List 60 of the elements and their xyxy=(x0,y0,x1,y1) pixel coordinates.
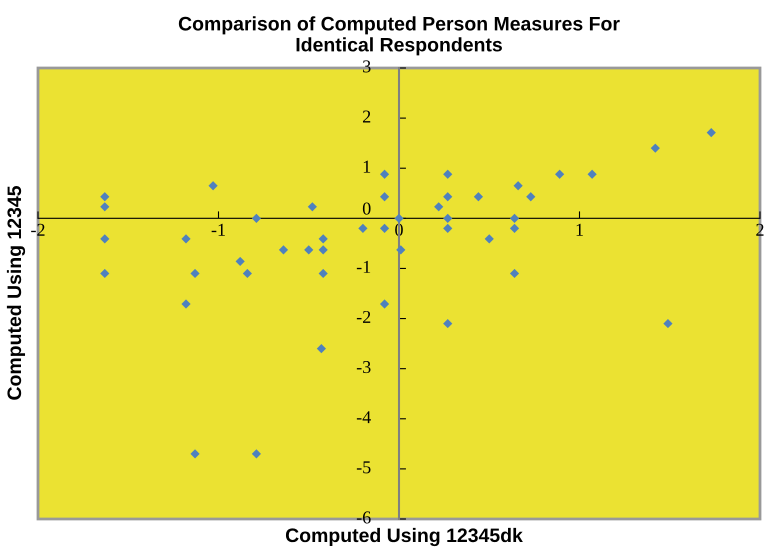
y-tick-label: -1 xyxy=(356,260,370,273)
point xyxy=(650,144,660,153)
point xyxy=(443,318,452,328)
point xyxy=(526,192,536,202)
point xyxy=(100,192,110,202)
point xyxy=(555,170,564,179)
point xyxy=(510,224,520,233)
point xyxy=(514,181,523,190)
point xyxy=(663,318,673,328)
x-tick-label: -2 xyxy=(31,224,45,236)
point xyxy=(100,202,110,212)
point xyxy=(304,245,314,255)
y-tick-label: -2 xyxy=(356,310,370,323)
x-tick-label: -1 xyxy=(212,224,225,236)
point xyxy=(242,268,252,278)
y-axis-title: Computed Using 12345 xyxy=(6,186,26,400)
y-tick-label: -4 xyxy=(356,411,371,424)
y-tick-label: 1 xyxy=(364,160,370,173)
point xyxy=(434,202,444,212)
point xyxy=(318,245,328,255)
point xyxy=(181,234,191,244)
point xyxy=(308,202,317,212)
point xyxy=(252,214,262,223)
point xyxy=(510,268,520,278)
point xyxy=(236,256,245,266)
point xyxy=(318,234,328,244)
y-tick-label: 0 xyxy=(362,202,371,215)
point xyxy=(252,449,262,458)
point xyxy=(380,192,390,202)
point xyxy=(510,214,520,223)
y-tick-label: 2 xyxy=(362,110,370,122)
x-tick-label: 2 xyxy=(756,224,764,236)
point xyxy=(443,224,452,233)
point xyxy=(208,181,218,190)
point xyxy=(706,128,716,138)
point xyxy=(443,192,452,202)
point xyxy=(380,170,390,179)
point xyxy=(100,234,110,244)
point xyxy=(100,268,110,278)
x-tick-label: 1 xyxy=(576,224,583,236)
point xyxy=(318,268,328,278)
point xyxy=(380,299,390,309)
point xyxy=(316,344,326,354)
point xyxy=(443,214,452,223)
point xyxy=(588,170,597,179)
y-tick-label: -3 xyxy=(356,361,371,374)
point xyxy=(190,268,200,278)
point xyxy=(394,214,404,223)
x-axis-title: Computed Using 12345dk xyxy=(286,528,523,546)
point xyxy=(396,245,406,255)
point xyxy=(443,170,452,179)
point xyxy=(484,234,494,244)
y-tick-label: -5 xyxy=(356,461,371,474)
point xyxy=(358,224,368,233)
point xyxy=(474,192,484,202)
point xyxy=(190,449,200,458)
point xyxy=(278,245,288,255)
point xyxy=(181,299,191,309)
point xyxy=(380,224,390,233)
chart-title: Comparison of Computed Person Measures For Identical Respondents xyxy=(178,16,620,56)
